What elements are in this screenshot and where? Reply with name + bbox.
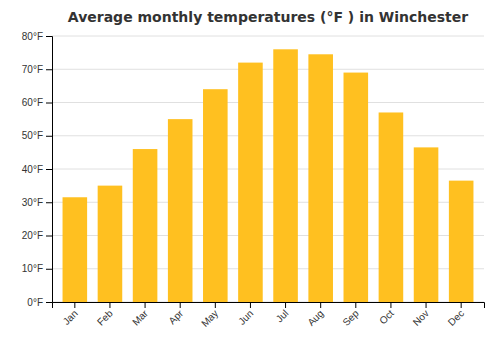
bar [379,112,404,302]
y-tick: 70°F [22,64,52,75]
x-axis-line [53,303,485,309]
grid-line [52,69,484,70]
x-tick-label: Jun [236,308,255,327]
x-tick-mark [461,302,462,308]
bar [308,54,333,302]
y-tick-mark [46,36,52,37]
y-tick-label: 60°F [22,97,43,108]
y-tick: 0°F [27,297,52,308]
x-tick-label: Oct [377,308,396,327]
y-tick-mark [46,169,52,170]
y-tick-mark [46,302,52,303]
bar [238,63,263,302]
x-tick: Apr [166,302,185,326]
y-tick: 60°F [22,97,52,108]
y-tick-label: 70°F [22,64,43,75]
title: Average monthly temperatures (°F ) in Wi… [68,9,468,25]
x-tick-mark [215,302,216,308]
x-tick-label: Dec [446,308,466,328]
x-tick-mark [426,302,427,308]
bar [98,186,123,302]
bar [344,73,369,302]
y-tick-label: 0°F [27,297,43,308]
bar [273,49,298,302]
x-tick-mark [355,302,356,308]
y-axis-line [46,37,53,303]
x-tick-mark [109,302,110,308]
x-tick-mark [320,302,321,308]
chart: Average monthly temperatures (°F ) in Wi… [0,0,500,350]
x-tick: Sep [340,302,361,328]
x-tick: Feb [95,302,115,328]
bar [133,149,158,302]
y-tick-mark [46,136,52,137]
y-tick: 20°F [22,230,52,241]
bar [203,89,228,302]
plot: 0°F 10°F 20°F 30°F 40°F 50°F 60°F 70°F 80°F Jan Fe… [22,31,485,329]
grid [52,36,484,302]
y-tick-label: 30°F [22,197,43,208]
x-axis: Jan Feb Mar Apr May Jun Jul Aug Sep Oct Nov Dec [53,302,485,329]
x-tick: May [199,302,220,329]
bar [449,181,474,302]
x-tick-label: Aug [305,308,325,328]
y-tick: 40°F [22,164,52,175]
x-tick-label: Jul [274,308,291,325]
y-tick-label: 40°F [22,164,43,175]
x-tick-mark [390,302,391,308]
y-tick: 30°F [22,197,52,208]
x-tick: Jul [274,302,291,324]
x-tick: Mar [130,302,150,328]
x-tick: Nov [411,302,431,328]
y-tick-mark [46,69,52,70]
x-tick: Dec [446,302,466,328]
y-tick: 80°F [22,31,52,42]
x-tick-mark [180,302,181,308]
bar [414,147,439,302]
x-tick: Jan [61,302,80,327]
x-tick: Aug [305,302,325,328]
grid-line [52,102,484,103]
bars [63,49,474,302]
x-tick-label: Jan [61,308,80,327]
x-tick: Oct [377,302,396,326]
x-tick-label: May [199,308,220,329]
grid-line [52,36,484,37]
y-tick-label: 50°F [22,130,43,141]
grid-line [52,135,484,136]
y-tick: 50°F [22,130,52,141]
x-tick-mark [250,302,251,308]
y-tick-mark [46,236,52,237]
bar [168,119,193,302]
y-tick-mark [46,202,52,203]
y-tick-mark [46,103,52,104]
x-tick-mark [145,302,146,308]
y-axis: 0°F 10°F 20°F 30°F 40°F 50°F 60°F 70°F 80°F [22,31,53,308]
x-tick-mark [74,302,75,308]
x-tick-label: Mar [130,307,150,327]
y-tick: 10°F [22,263,52,274]
x-tick-mark [285,302,286,308]
y-tick-label: 20°F [22,230,43,241]
x-tick-label: Nov [411,308,431,328]
x-tick-label: Sep [340,307,361,328]
y-tick-mark [46,269,52,270]
x-tick-label: Feb [95,307,115,327]
bar [63,197,88,302]
y-tick-label: 80°F [22,31,43,42]
x-tick-label: Apr [166,307,185,326]
x-tick: Jun [236,302,255,327]
y-tick-label: 10°F [22,263,43,274]
